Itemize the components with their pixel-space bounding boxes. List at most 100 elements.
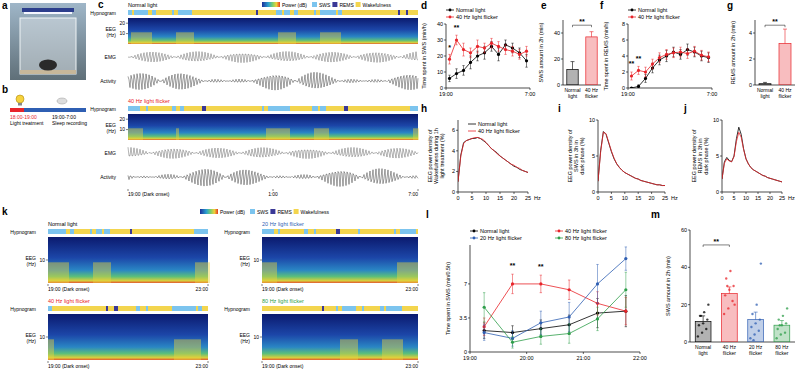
y-axis — [690, 230, 691, 342]
eeg-power-band — [271, 262, 274, 283]
row-label: Hypnogram — [10, 306, 36, 312]
time-label: 19:00 (Dark onset) — [128, 191, 170, 197]
hypnogram-sws — [108, 229, 110, 234]
eeg-power-band — [183, 339, 186, 360]
hypnogram-rems — [130, 229, 132, 234]
eeg-power-band — [287, 32, 290, 44]
eeg-power-band — [201, 262, 204, 283]
bracket — [573, 25, 592, 27]
eeg-power-band — [99, 262, 102, 283]
y-tick — [596, 120, 598, 121]
hypnogram-sws — [202, 229, 204, 234]
row-label: (Hz) — [27, 261, 37, 267]
series-line — [632, 50, 709, 88]
hypnogram-sws — [180, 10, 182, 15]
point — [624, 257, 627, 260]
y-tick — [444, 40, 446, 41]
error-bar — [455, 35, 457, 45]
tick-label: 10 — [39, 334, 45, 340]
error-bar — [693, 46, 695, 56]
hypnogram-sws — [190, 10, 192, 15]
hypnogram-sws — [312, 106, 314, 111]
hypnogram-sws — [314, 10, 316, 15]
hypnogram-sws — [188, 10, 190, 15]
panel-label: b — [2, 84, 8, 95]
point — [483, 306, 486, 309]
hypnogram-sws — [152, 10, 154, 15]
label: Wakefulness — [301, 209, 330, 215]
hypnogram-sws — [146, 10, 148, 15]
hypnogram-sws — [362, 306, 364, 311]
series-line — [598, 132, 665, 186]
point — [749, 337, 751, 339]
point — [525, 50, 528, 53]
eeg-power-band — [281, 128, 284, 140]
point — [469, 61, 472, 64]
eeg-power-band — [137, 32, 140, 44]
condition-title: 80 Hz light flicker — [262, 298, 304, 304]
chart: 02040Normallight40 HzflickerSWS amount i… — [538, 18, 601, 98]
hypnogram-sws — [336, 306, 338, 311]
point — [732, 285, 734, 287]
x-tick-label: 0 — [596, 195, 599, 201]
hypnogram-sws — [264, 229, 266, 234]
legend-swatch — [555, 231, 563, 232]
recording-bar — [24, 108, 86, 112]
y-tick-label: 10 — [437, 69, 443, 75]
y-axis-label: SWS amount in 2h (min) — [665, 256, 671, 316]
x-tick-label: 25 — [662, 195, 668, 201]
chart: 0204060Normallight40 Hzflicker20 Hzflick… — [665, 227, 795, 356]
point — [462, 69, 465, 72]
hypnogram-sws — [48, 229, 50, 234]
error-bar — [511, 46, 513, 56]
hypnogram-rems — [346, 106, 348, 111]
eeg-spectrogram — [128, 18, 418, 44]
y-tick — [561, 33, 563, 34]
x-tick — [486, 192, 487, 194]
hypnogram-sws — [178, 306, 180, 311]
hypnogram-sws — [96, 229, 98, 234]
y-tick-label: 5 — [716, 153, 719, 159]
point — [697, 335, 699, 337]
hypnogram-sws — [200, 306, 202, 311]
error-bar — [693, 47, 695, 57]
point — [497, 45, 500, 48]
plot-area — [598, 132, 665, 186]
hypnogram-sws — [146, 106, 148, 111]
colorbar — [200, 209, 218, 214]
tick — [46, 260, 48, 261]
point — [644, 77, 647, 80]
hypnogram-sws — [174, 106, 176, 111]
stage-swatch — [294, 209, 299, 214]
legend-swatch — [468, 124, 476, 125]
legend-label: 20 Hz light flicker — [480, 235, 522, 241]
x-tick-label-line: light — [568, 93, 578, 99]
legend-swatch — [446, 17, 454, 18]
x-tick-label-line: flicker — [749, 350, 762, 356]
eeg-power-band — [204, 262, 207, 283]
point — [476, 45, 479, 48]
x-tick-label: 20:00 — [520, 355, 534, 361]
y-axis — [563, 20, 564, 85]
hypnogram-sws — [100, 229, 102, 234]
error-bar — [665, 50, 667, 61]
point — [637, 69, 640, 72]
x-tick — [712, 88, 713, 90]
annotation: ** — [454, 24, 460, 31]
point — [775, 337, 777, 339]
bulb-base — [18, 103, 22, 106]
hypnogram-sws — [276, 106, 278, 111]
point — [754, 322, 756, 324]
x-tick — [611, 192, 612, 194]
y-tick — [688, 267, 690, 268]
y-tick-label: 4 — [452, 148, 455, 154]
point — [776, 328, 778, 330]
hypnogram-wake — [48, 306, 208, 311]
eeg-power-band — [51, 339, 54, 360]
row-label: Hypnogram — [10, 229, 36, 235]
x-tick-label: 0 — [456, 195, 459, 201]
series-line — [484, 311, 626, 332]
eeg-power-band — [66, 262, 69, 283]
y-tick — [753, 59, 755, 60]
hypnogram-sws — [340, 10, 342, 15]
